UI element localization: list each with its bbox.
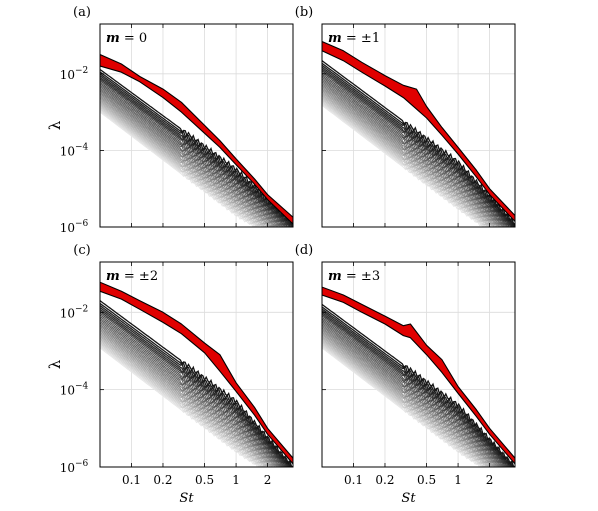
axes-frame [321,23,516,228]
mode-curve [100,110,259,227]
y-tick-label: 10−6 [60,459,89,475]
mode-curve [100,102,270,227]
mode-curve [100,73,293,227]
mode-label: m = 0 [106,31,147,46]
mode-curve [100,331,275,467]
mode-label: m = ±1 [328,31,380,46]
mode-curve [322,95,495,227]
y-axis-label: λ [46,120,64,130]
mode-curve [100,316,287,467]
leading-mode-band [100,53,293,225]
mode-curve [322,60,515,226]
y-tick-label: 10−6 [60,219,89,235]
panel-letter: (a) [73,5,91,20]
mode-curve [322,102,487,227]
x-tick-label: 0.1 [122,473,141,487]
mode-curve [322,90,500,227]
mode-curve [322,339,491,467]
x-axis-label: St [401,491,416,506]
chart-panel-d: 0.1 0.2 0.5 1 2 St (d) m = ±3 [295,243,516,506]
mode-curve [322,303,515,467]
leading-mode-band [322,286,515,465]
chart-panel-b: (b) m = ±1 [295,5,516,228]
mode-curve [322,323,505,467]
x-axis-label: St [179,491,194,506]
mode-curve [100,334,273,467]
mode-curve [322,318,509,467]
mode-curve [100,68,293,225]
data-layer [100,281,293,467]
x-tick-label: 2 [486,473,494,487]
y-tick-label: 10−2 [60,66,89,82]
panel-letter: (d) [295,243,313,258]
mode-curve [100,92,283,227]
y-tick-label: 10−4 [60,142,89,158]
mode-curve [322,317,510,467]
mode-curve [100,304,293,467]
mode-curve [100,84,289,227]
mode-curve [100,339,269,467]
mode-curve [100,337,271,467]
mode-curve [322,105,484,227]
mode-curve [100,336,272,467]
mode-curve [100,347,261,467]
mode-curve [100,111,257,227]
x-tick-label: 0.2 [153,473,172,487]
x-tick-label: 1 [454,473,462,487]
x-tick-label: 0.5 [195,473,214,487]
data-layer [100,53,293,227]
mode-label: m = ±2 [106,269,158,284]
x-tick-label: 0.2 [375,473,394,487]
mode-curve [100,321,283,467]
panel-letter: (b) [295,5,313,20]
mode-curve [322,75,509,227]
mode-curve [100,97,275,227]
mode-curve [322,333,497,467]
mode-curve [100,300,293,467]
leading-mode-band [100,281,293,465]
mode-curve [322,79,508,227]
mode-curve [322,103,486,227]
x-tick-label: 2 [264,473,272,487]
x-tick-label: 0.1 [344,473,363,487]
mode-curve [322,99,492,227]
mode-curve [322,335,495,467]
mode-curve [322,73,513,227]
y-tick-label: 10−4 [60,382,89,398]
mode-curve [322,337,494,467]
y-axis-label: λ [46,359,64,369]
mode-curve [100,83,287,227]
axes-frame [321,261,516,468]
chart-panel-c: 0.1 0.2 0.5 1 2 St 10−6 10−4 10−2 λ (c) m = ±2 [46,243,294,506]
panel-letter: (c) [73,243,90,258]
data-layer [322,286,515,467]
chart-panel-a: 10−6 10−4 10−2 λ (a) m = 0 [46,5,294,235]
mode-curve [100,81,291,227]
mode-label: m = ±3 [328,269,380,284]
x-tick-label: 0.5 [417,473,436,487]
mode-curve [322,347,483,467]
data-layer [322,40,515,227]
leading-mode-band [322,40,515,222]
axes-frame [99,23,294,228]
mode-curve [100,314,288,467]
mode-curve [100,87,286,227]
axes-frame [99,261,294,468]
x-tick-label: 1 [232,473,240,487]
y-tick-label: 10−2 [60,304,89,320]
mode-curve [322,338,492,467]
